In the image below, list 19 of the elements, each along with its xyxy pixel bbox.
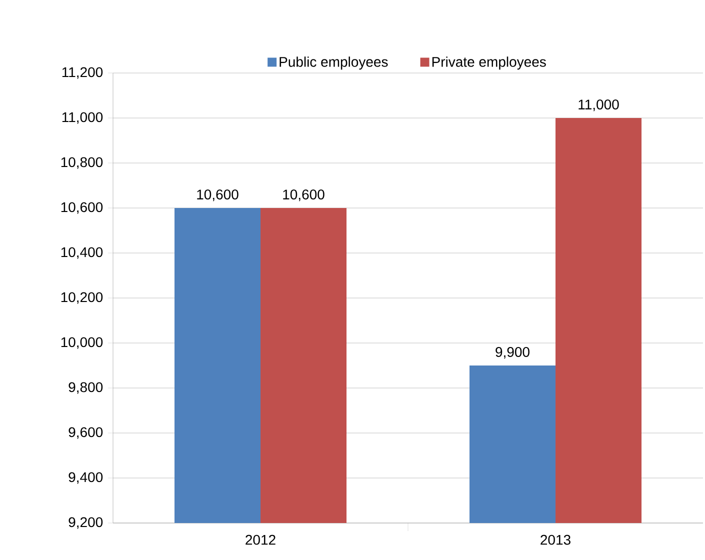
y-tick-label: 10,600 [61,202,103,214]
legend-label: Public employees [280,56,388,70]
y-tick-label: 9,400 [68,472,103,484]
data-label: 11,000 [578,100,619,112]
y-tick-label: 9,600 [68,427,103,439]
y-tick-label: 11,000 [62,112,103,124]
x-tick-label: 2012 [246,534,276,545]
data-label: 10,600 [283,190,324,202]
legend-label: Private employees [432,56,546,70]
x-tick-label: 2013 [540,534,570,545]
y-tick-label: 9,800 [68,382,103,394]
y-tick-label: 11,200 [62,67,103,79]
y-tick-label: 10,800 [61,157,103,169]
y-tick-label: 10,400 [61,247,103,259]
y-tick-label: 10,000 [61,337,103,349]
y-tick-label: 9,200 [68,517,103,529]
data-label: 9,900 [496,347,530,359]
y-tick-label: 10,200 [61,292,103,304]
data-label: 10,600 [197,190,238,202]
